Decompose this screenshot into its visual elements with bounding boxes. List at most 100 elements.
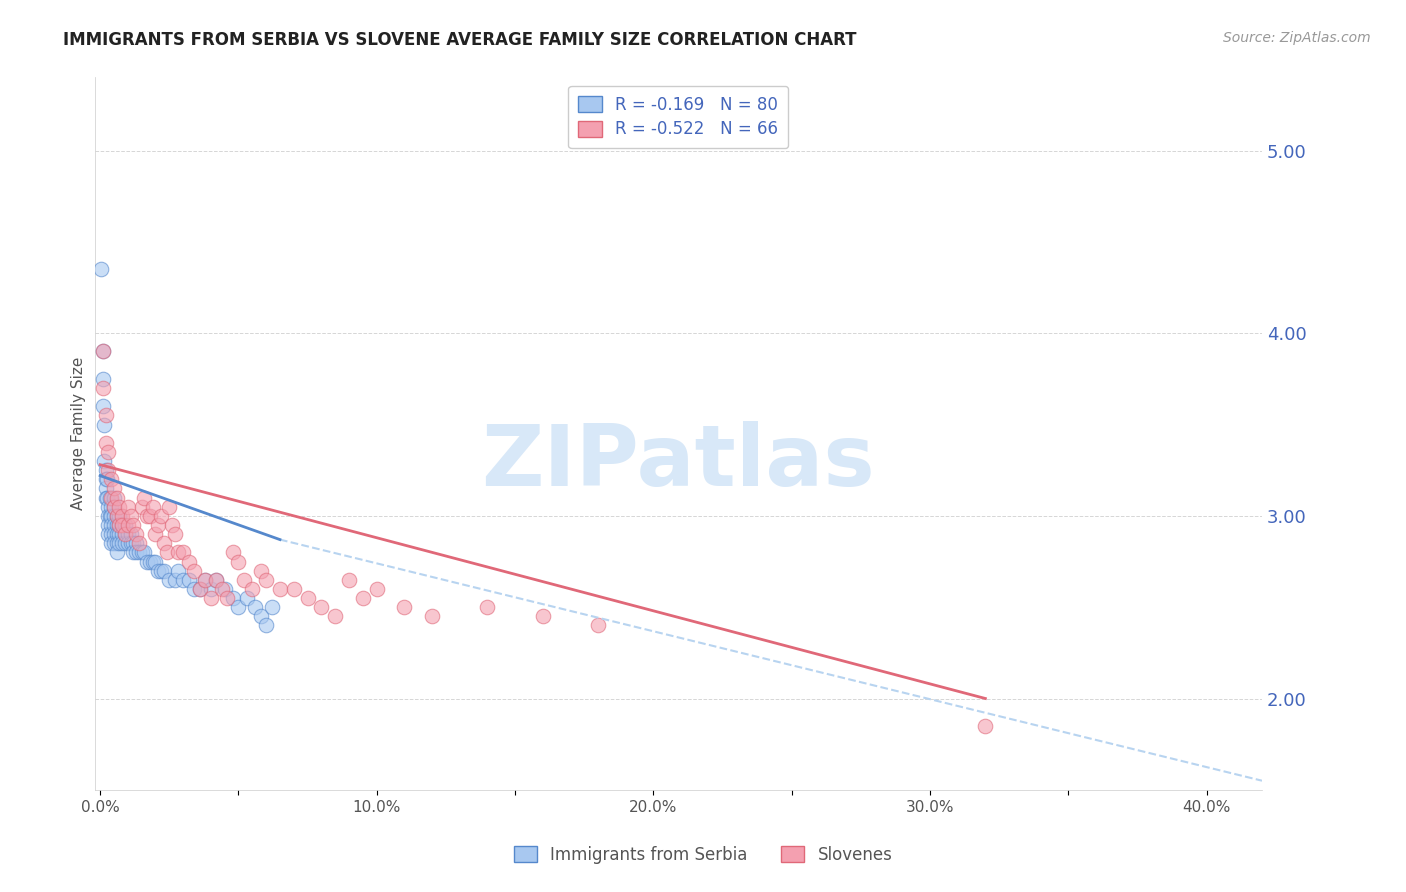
Point	[125, 527, 148, 541]
Point	[108, 527, 131, 541]
Point	[114, 536, 136, 550]
Point	[152, 536, 174, 550]
Point	[217, 591, 239, 605]
Point	[974, 719, 997, 733]
Point	[122, 545, 145, 559]
Point	[139, 508, 162, 523]
Point	[366, 582, 388, 596]
Point	[194, 573, 217, 587]
Point	[100, 472, 122, 486]
Point	[105, 536, 128, 550]
Point	[91, 381, 114, 395]
Point	[120, 536, 142, 550]
Point	[97, 518, 120, 533]
Point	[222, 545, 245, 559]
Point	[136, 554, 159, 568]
Point	[200, 591, 222, 605]
Y-axis label: Average Family Size: Average Family Size	[72, 357, 86, 510]
Point	[103, 500, 125, 514]
Point	[125, 536, 148, 550]
Point	[111, 508, 134, 523]
Point	[117, 500, 139, 514]
Point	[111, 518, 134, 533]
Point	[105, 527, 128, 541]
Point	[228, 554, 250, 568]
Point	[148, 518, 170, 533]
Point	[97, 445, 120, 459]
Point	[122, 536, 145, 550]
Point	[233, 573, 256, 587]
Point	[120, 527, 142, 541]
Text: Source: ZipAtlas.com: Source: ZipAtlas.com	[1223, 31, 1371, 45]
Legend: Immigrants from Serbia, Slovenes: Immigrants from Serbia, Slovenes	[508, 839, 898, 871]
Point	[108, 500, 131, 514]
Point	[100, 527, 122, 541]
Point	[98, 508, 121, 523]
Point	[200, 582, 222, 596]
Point	[97, 527, 120, 541]
Point	[254, 573, 277, 587]
Point	[108, 518, 131, 533]
Point	[91, 344, 114, 359]
Point	[420, 609, 443, 624]
Point	[211, 582, 233, 596]
Point	[139, 554, 162, 568]
Point	[105, 508, 128, 523]
Point	[166, 564, 188, 578]
Point	[103, 527, 125, 541]
Point	[131, 545, 153, 559]
Point	[111, 536, 134, 550]
Point	[183, 582, 205, 596]
Point	[148, 564, 170, 578]
Point	[100, 536, 122, 550]
Point	[222, 591, 245, 605]
Point	[145, 554, 167, 568]
Point	[177, 554, 200, 568]
Point	[93, 417, 115, 432]
Point	[94, 435, 117, 450]
Point	[131, 500, 153, 514]
Point	[91, 399, 114, 413]
Text: ZIPatlas: ZIPatlas	[481, 421, 875, 504]
Text: IMMIGRANTS FROM SERBIA VS SLOVENE AVERAGE FAMILY SIZE CORRELATION CHART: IMMIGRANTS FROM SERBIA VS SLOVENE AVERAG…	[63, 31, 856, 49]
Point	[134, 491, 156, 505]
Point	[103, 508, 125, 523]
Point	[163, 573, 186, 587]
Point	[228, 600, 250, 615]
Point	[100, 508, 122, 523]
Point	[323, 609, 346, 624]
Point	[205, 573, 228, 587]
Point	[97, 463, 120, 477]
Point	[117, 527, 139, 541]
Point	[97, 508, 120, 523]
Point	[108, 518, 131, 533]
Point	[122, 518, 145, 533]
Point	[260, 600, 283, 615]
Point	[90, 262, 112, 277]
Point	[183, 564, 205, 578]
Point	[352, 591, 374, 605]
Point	[105, 518, 128, 533]
Point	[477, 600, 499, 615]
Point	[111, 518, 134, 533]
Point	[103, 536, 125, 550]
Point	[134, 545, 156, 559]
Point	[269, 582, 291, 596]
Point	[311, 600, 333, 615]
Point	[94, 482, 117, 496]
Legend: R = -0.169   N = 80, R = -0.522   N = 66: R = -0.169 N = 80, R = -0.522 N = 66	[568, 86, 789, 148]
Point	[128, 545, 150, 559]
Point	[235, 591, 257, 605]
Point	[240, 582, 263, 596]
Point	[136, 508, 159, 523]
Point	[96, 472, 118, 486]
Point	[108, 508, 131, 523]
Point	[103, 518, 125, 533]
Point	[94, 491, 117, 505]
Point	[105, 491, 128, 505]
Point	[125, 545, 148, 559]
Point	[117, 536, 139, 550]
Point	[337, 573, 360, 587]
Point	[103, 500, 125, 514]
Point	[94, 409, 117, 423]
